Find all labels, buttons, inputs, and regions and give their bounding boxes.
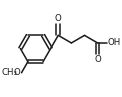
Text: O: O xyxy=(55,14,62,23)
Text: O: O xyxy=(94,55,101,64)
Text: CH₃: CH₃ xyxy=(1,68,17,77)
Text: OH: OH xyxy=(108,38,121,47)
Text: O: O xyxy=(14,68,21,77)
